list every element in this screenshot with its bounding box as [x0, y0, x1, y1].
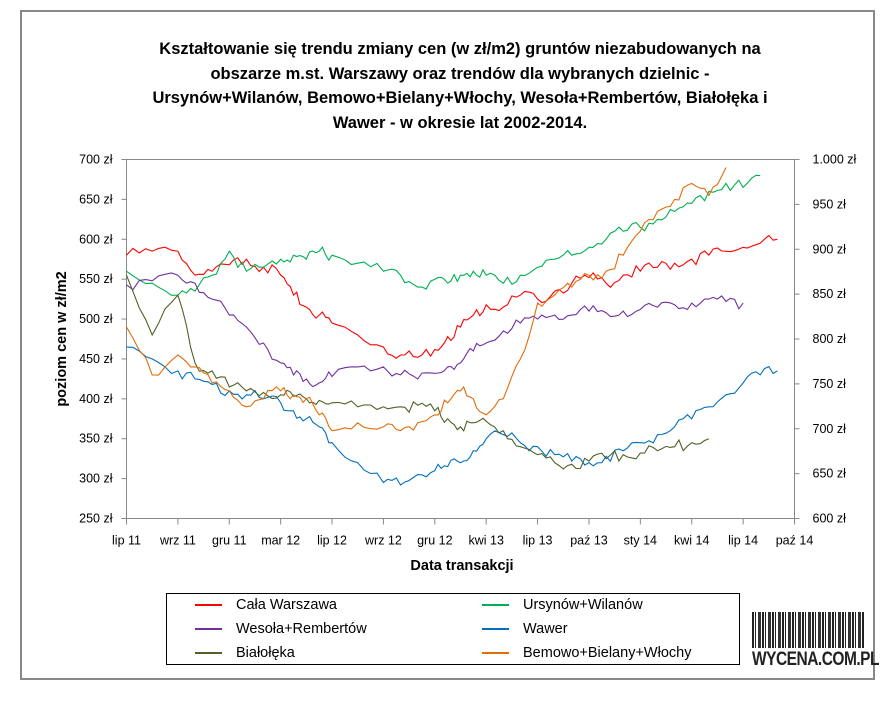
- legend-swatch: [482, 628, 509, 630]
- y-tick-label: 450 zł: [79, 352, 113, 366]
- x-tick-label: paź 13: [570, 534, 608, 548]
- y2-tick-label: 850 zł: [813, 287, 847, 301]
- series-line-bia-o-ka: [125, 274, 710, 470]
- legend-swatch: [195, 652, 222, 654]
- series-line-ursyn-w-wilan-w: [126, 174, 761, 296]
- x-tick-label: kwi 14: [674, 534, 709, 548]
- title-line: obszarze m.st. Warszawy oraz trendów dla…: [210, 64, 710, 83]
- legend-label: Białołęka: [236, 645, 295, 661]
- y-tick-label: 500 zł: [79, 312, 113, 326]
- chart-frame: [20, 10, 875, 680]
- title-line: Wawer - w okresie lat 2002-2014.: [332, 113, 588, 132]
- y-tick-label: 650 zł: [79, 192, 113, 206]
- x-tick-label: lip 11: [112, 534, 141, 548]
- x-tick-label: lip 13: [523, 534, 553, 548]
- x-tick-label: lip 12: [317, 534, 347, 548]
- legend-item: Ursynów+Wilanów: [482, 595, 643, 615]
- y-tick-label: 550 zł: [79, 272, 113, 286]
- x-tick-label: wrz 12: [364, 534, 402, 548]
- legend-swatch: [195, 628, 222, 630]
- y-tick-label: 400 zł: [79, 392, 113, 406]
- legend-swatch: [482, 652, 509, 654]
- y-tick-label: 300 zł: [79, 472, 113, 486]
- y2-tick-label: 750 zł: [813, 377, 847, 391]
- y2-tick-label: 950 zł: [813, 197, 847, 211]
- x-tick-label: mar 12: [261, 534, 300, 548]
- series-line-ca-a-warszawa: [126, 234, 778, 359]
- y2-tick-label: 800 zł: [813, 332, 847, 346]
- y2-tick-label: 700 zł: [813, 422, 847, 436]
- y2-tick-label: 1.000 zł: [813, 153, 857, 167]
- series-line-weso-a-rembert-w: [126, 272, 744, 388]
- legend-label: Cała Warszawa: [236, 597, 337, 613]
- legend-item: Białołęka: [195, 643, 295, 663]
- y-tick-label: 350 zł: [79, 432, 113, 446]
- y-tick-label: 250 zł: [79, 512, 113, 526]
- legend-item: Bemowo+Bielany+Włochy: [482, 643, 691, 663]
- y2-tick-label: 600 zł: [813, 512, 847, 526]
- wycena-logo: WYCENA.COM.PL: [752, 612, 879, 670]
- y2-tick-label: 900 zł: [813, 242, 847, 256]
- legend-label: Wesoła+Rembertów: [236, 621, 367, 637]
- x-tick-label: lip 14: [728, 534, 758, 548]
- x-tick-label: sty 14: [624, 534, 657, 548]
- y2-tick-label: 650 zł: [813, 467, 847, 481]
- title-line: Kształtowanie się trendu zmiany cen (w z…: [159, 40, 761, 58]
- x-tick-label: gru 11: [212, 534, 247, 548]
- logo-text: WYCENA.COM.PL: [752, 648, 879, 670]
- x-tick-label: kwi 13: [468, 534, 503, 548]
- legend-item: Wesoła+Rembertów: [195, 619, 367, 639]
- legend-label: Wawer: [523, 621, 568, 637]
- legend-item: Cała Warszawa: [195, 595, 337, 615]
- legend-label: Bemowo+Bielany+Włochy: [523, 645, 692, 661]
- series-line-wawer: [126, 346, 778, 486]
- y-tick-label: 600 zł: [79, 232, 113, 246]
- legend: Cała Warszawa Ursynów+Wilanów Wesoła+Rembe…: [166, 593, 740, 665]
- x-axis-title: Data transakcji: [410, 558, 513, 574]
- title-line: Ursynów+Wilanów, Bemowo+Bielany+Włochy, …: [152, 89, 768, 107]
- x-tick-label: gru 12: [417, 534, 452, 548]
- y-axis-title: poziom cen w zł/m2: [54, 271, 70, 406]
- legend-label: Ursynów+Wilanów: [523, 597, 643, 613]
- legend-item: Wawer: [482, 619, 568, 639]
- x-tick-label: wrz 11: [159, 534, 196, 548]
- x-tick-label: paź 14: [776, 534, 814, 548]
- chart-title: Kształtowanie się trendu zmiany cen (w z…: [100, 37, 820, 135]
- legend-swatch: [195, 604, 222, 606]
- barcode-icon: [752, 612, 864, 648]
- legend-swatch: [482, 604, 509, 606]
- y-tick-label: 700 zł: [79, 153, 113, 167]
- series-line-bemowo-bielany-w-ochy: [126, 167, 727, 432]
